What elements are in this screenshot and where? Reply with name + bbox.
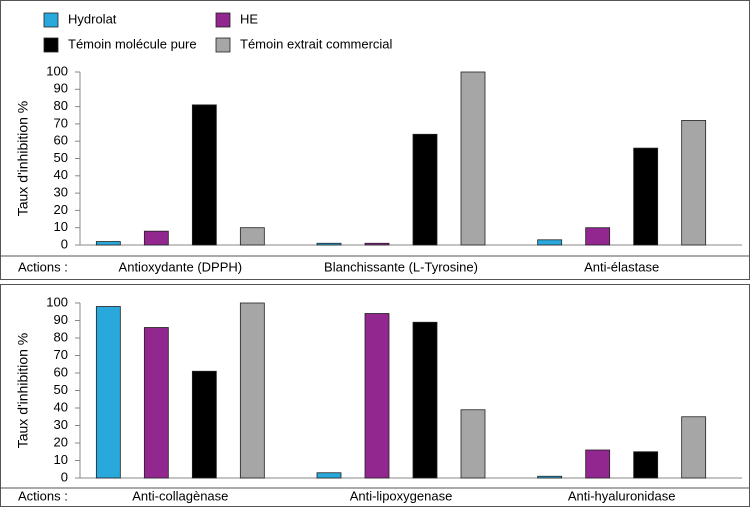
y-tick-label: 60 — [54, 364, 68, 379]
bar — [191, 104, 217, 246]
bar — [412, 133, 438, 246]
y-tick-label: 40 — [54, 167, 68, 182]
y-tick-label: 100 — [46, 294, 68, 309]
bar — [95, 306, 121, 479]
legend-label: HE — [240, 11, 258, 26]
y-tick-label: 40 — [54, 399, 68, 414]
y-tick-label: 30 — [54, 417, 68, 432]
bar — [364, 313, 390, 479]
bar — [460, 71, 486, 246]
bar — [316, 472, 342, 479]
legend-swatch — [43, 37, 59, 53]
bar — [537, 475, 563, 479]
bar — [585, 449, 611, 479]
bar — [537, 239, 563, 246]
bar — [460, 409, 486, 479]
x-tick-label: Anti-élastase — [584, 259, 659, 274]
bar — [316, 242, 342, 246]
bar — [239, 227, 265, 246]
y-tick-label: 0 — [61, 236, 68, 251]
category-axis-label: Actions : — [18, 488, 68, 503]
y-tick-label: 70 — [54, 347, 68, 362]
x-tick-label: Anti-lipoxygenase — [350, 488, 453, 503]
bar — [239, 302, 265, 479]
y-tick-label: 90 — [54, 81, 68, 96]
y-tick-label: 10 — [54, 452, 68, 467]
y-tick-label: 20 — [54, 434, 68, 449]
y-tick-label: 30 — [54, 185, 68, 200]
y-tick-label: 50 — [54, 150, 68, 165]
bar — [633, 147, 659, 246]
y-tick-label: 60 — [54, 133, 68, 148]
legend-label: Témoin extrait commercial — [240, 36, 393, 51]
x-tick-label: Antioxydante (DPPH) — [119, 259, 243, 274]
x-tick-label: Anti-collagènase — [132, 488, 228, 503]
x-tick-label: Blanchissante (L-Tyrosine) — [324, 259, 478, 274]
bar — [681, 120, 707, 246]
bar — [681, 416, 707, 479]
bar — [412, 321, 438, 479]
bar — [95, 241, 121, 246]
y-tick-label: 50 — [54, 382, 68, 397]
category-axis-label: Actions : — [18, 259, 68, 274]
y-tick-label: 70 — [54, 115, 68, 130]
bar — [143, 327, 169, 479]
legend-swatch — [43, 12, 59, 28]
y-tick-label: 0 — [61, 469, 68, 484]
y-tick-label: 100 — [46, 63, 68, 78]
y-tick-label: 80 — [54, 98, 68, 113]
y-tick-label: 90 — [54, 312, 68, 327]
x-tick-label: Anti-hyaluronidase — [568, 488, 676, 503]
y-tick-label: 80 — [54, 329, 68, 344]
bar — [364, 242, 390, 246]
bar — [633, 451, 659, 479]
y-axis-title: Taux d'inhibition % — [15, 333, 31, 449]
bar — [191, 370, 217, 479]
legend-label: Hydrolat — [68, 11, 117, 26]
y-tick-label: 20 — [54, 202, 68, 217]
y-tick-label: 10 — [54, 219, 68, 234]
legend-label: Témoin molécule pure — [68, 36, 197, 51]
legend-swatch — [215, 12, 231, 28]
legend-swatch — [215, 37, 231, 53]
y-axis-title: Taux d'inhibition % — [15, 101, 31, 217]
bar — [585, 227, 611, 246]
bar — [143, 230, 169, 246]
